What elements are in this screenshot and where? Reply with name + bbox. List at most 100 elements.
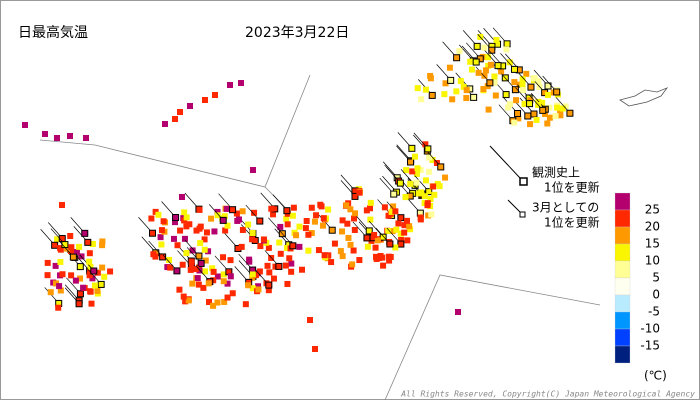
legend-swatch bbox=[614, 345, 631, 364]
station bbox=[385, 212, 392, 219]
station bbox=[187, 266, 194, 273]
station bbox=[319, 222, 326, 229]
station bbox=[363, 207, 370, 214]
station bbox=[56, 283, 63, 290]
station bbox=[94, 287, 101, 294]
legend-swatch bbox=[614, 226, 631, 245]
station bbox=[86, 258, 93, 265]
station bbox=[407, 180, 414, 187]
station bbox=[42, 131, 48, 137]
station bbox=[539, 106, 547, 114]
station bbox=[68, 248, 75, 255]
station bbox=[339, 228, 346, 235]
station bbox=[515, 115, 522, 122]
station bbox=[249, 274, 256, 281]
station bbox=[57, 246, 64, 253]
station bbox=[167, 264, 174, 271]
station bbox=[539, 99, 546, 106]
station bbox=[379, 233, 387, 241]
station bbox=[492, 92, 499, 99]
station bbox=[424, 145, 432, 153]
station bbox=[239, 226, 246, 233]
legend-swatch bbox=[614, 209, 631, 228]
annotation-tick bbox=[489, 145, 521, 179]
station bbox=[57, 258, 64, 265]
station bbox=[246, 256, 253, 263]
station bbox=[174, 242, 181, 249]
station bbox=[473, 42, 481, 50]
station bbox=[90, 267, 98, 275]
station bbox=[557, 109, 564, 116]
legend-label: -5 bbox=[648, 305, 660, 319]
station bbox=[181, 235, 188, 242]
station bbox=[170, 235, 177, 242]
station bbox=[181, 217, 188, 224]
station bbox=[268, 255, 275, 262]
station bbox=[426, 154, 433, 161]
station bbox=[441, 91, 448, 98]
station bbox=[356, 189, 363, 196]
station bbox=[249, 229, 256, 236]
annotation-icon bbox=[519, 211, 526, 218]
station bbox=[155, 211, 162, 218]
station bbox=[430, 183, 437, 190]
station bbox=[374, 237, 381, 244]
station bbox=[387, 253, 394, 260]
station bbox=[305, 231, 312, 238]
station bbox=[188, 259, 195, 266]
station bbox=[202, 97, 208, 103]
station bbox=[530, 110, 538, 118]
station bbox=[407, 226, 414, 233]
station bbox=[511, 86, 519, 94]
station bbox=[427, 72, 434, 79]
station bbox=[69, 253, 77, 261]
station bbox=[513, 97, 520, 104]
station bbox=[308, 230, 315, 237]
station bbox=[328, 259, 335, 266]
station bbox=[270, 211, 277, 218]
station bbox=[397, 214, 405, 222]
station bbox=[402, 194, 409, 201]
station bbox=[527, 121, 534, 128]
station bbox=[456, 48, 463, 55]
station bbox=[396, 179, 404, 187]
station bbox=[94, 269, 101, 276]
station bbox=[264, 262, 271, 269]
station bbox=[210, 302, 217, 309]
station bbox=[510, 65, 518, 73]
station bbox=[288, 260, 295, 267]
station bbox=[210, 268, 217, 275]
station bbox=[158, 227, 165, 234]
legend-unit: (℃) bbox=[644, 369, 667, 383]
station bbox=[418, 189, 425, 196]
station bbox=[486, 79, 494, 87]
station bbox=[183, 250, 190, 257]
station bbox=[101, 273, 108, 280]
station bbox=[293, 232, 300, 239]
station bbox=[260, 236, 267, 243]
station bbox=[427, 196, 434, 203]
station bbox=[453, 88, 460, 95]
annotation-text: 1位を更新 bbox=[544, 215, 600, 230]
station bbox=[185, 297, 192, 304]
station bbox=[83, 135, 89, 141]
station bbox=[196, 206, 203, 213]
station bbox=[302, 225, 309, 232]
station bbox=[367, 199, 374, 206]
station bbox=[250, 167, 256, 173]
station bbox=[179, 261, 186, 268]
station bbox=[22, 122, 28, 128]
station bbox=[449, 96, 456, 103]
station bbox=[521, 100, 528, 107]
station bbox=[252, 272, 259, 279]
station bbox=[485, 54, 492, 61]
station bbox=[413, 170, 420, 177]
title: 日最高気温 bbox=[18, 24, 88, 41]
station bbox=[554, 104, 561, 111]
inset-line bbox=[39, 74, 311, 188]
station bbox=[481, 44, 488, 51]
station bbox=[303, 218, 310, 225]
station bbox=[196, 264, 203, 271]
station bbox=[265, 244, 272, 251]
station bbox=[183, 214, 190, 221]
